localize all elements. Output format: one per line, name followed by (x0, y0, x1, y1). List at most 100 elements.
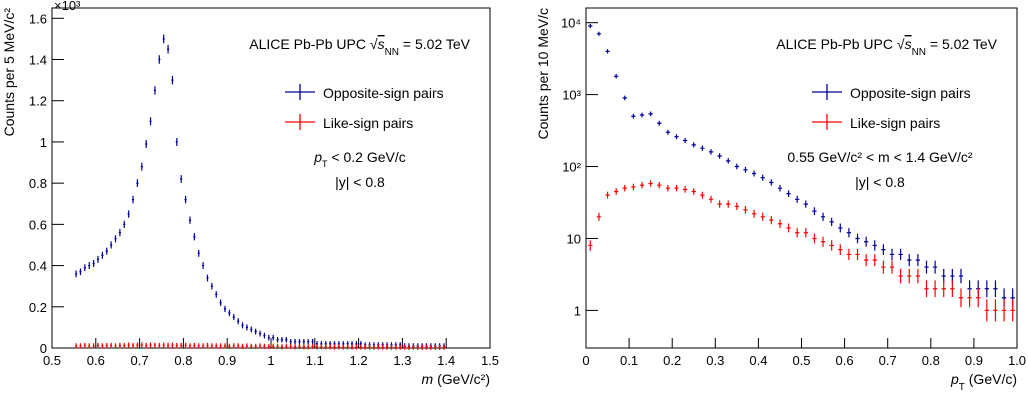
data-point (898, 248, 903, 261)
data-point (202, 343, 205, 349)
data-point (153, 342, 157, 348)
annotation-part: = 5.02 TeV (926, 36, 998, 52)
data-point (829, 240, 834, 251)
data-point (298, 343, 301, 349)
data-point (605, 191, 610, 199)
data-point (786, 223, 791, 233)
data-point (872, 254, 877, 267)
data-point (285, 343, 288, 349)
data-point (145, 140, 148, 148)
y-tick-label: 1 (40, 135, 47, 150)
data-point (769, 179, 774, 186)
data-point (803, 228, 808, 238)
data-point (700, 191, 705, 199)
data-point (101, 251, 104, 259)
data-point (267, 343, 270, 349)
data-point (812, 233, 817, 244)
data-point (734, 202, 740, 211)
data-point (88, 343, 91, 349)
data-point (193, 233, 196, 241)
data-point (359, 344, 362, 350)
y-tick-label: 10 (567, 231, 581, 246)
data-point (258, 343, 262, 349)
x-tick-label: 0.7 (131, 353, 149, 368)
data-point (149, 117, 152, 126)
data-point (149, 342, 152, 348)
data-point (188, 216, 192, 224)
data-point (162, 342, 165, 348)
data-point (605, 49, 610, 54)
data-point (622, 184, 627, 192)
data-point (390, 344, 393, 350)
data-point (241, 322, 244, 329)
data-point (829, 217, 834, 227)
data-point (614, 74, 619, 79)
data-point (855, 248, 860, 261)
cut-label: pT < 0.2 GeV/c (313, 149, 406, 169)
data-point (958, 288, 964, 308)
annotation-part: NN (385, 47, 399, 58)
data-point (364, 344, 367, 350)
data-point (889, 248, 895, 261)
data-point (219, 299, 222, 306)
data-point (932, 280, 938, 298)
data-point (241, 343, 244, 349)
data-point (250, 326, 253, 333)
data-point (881, 244, 886, 256)
annotation-part: ALICE Pb-Pb UPC (776, 36, 897, 52)
data-point (795, 228, 800, 238)
data-point (777, 184, 783, 192)
data-point (734, 163, 740, 170)
data-point (751, 170, 757, 177)
x-label-part: m (422, 371, 434, 387)
data-point (717, 200, 722, 208)
data-point (760, 212, 765, 221)
data-point (898, 268, 903, 284)
y-tick-label: 10⁴ (561, 16, 581, 31)
data-point (648, 111, 653, 117)
plot-frame (51, 7, 491, 349)
data-point (232, 343, 235, 349)
y-tick-label: 1.6 (29, 11, 47, 26)
data-point (838, 223, 843, 233)
data-point (372, 344, 376, 350)
data-point (232, 314, 235, 321)
data-point (105, 342, 108, 349)
data-point (302, 339, 305, 345)
data-point (114, 235, 117, 243)
data-point (83, 342, 86, 349)
data-point (820, 236, 826, 247)
data-point (932, 260, 938, 274)
data-point (184, 195, 187, 204)
data-point (639, 181, 645, 189)
data-point (140, 162, 143, 171)
data-point (915, 254, 921, 267)
data-point (777, 219, 783, 229)
data-point (92, 343, 95, 349)
data-point (786, 190, 791, 198)
data-point (166, 342, 170, 349)
x-label-part: T (959, 382, 965, 393)
x-tick-label: 0.6 (87, 353, 105, 368)
y-tick-label: 10³ (562, 88, 581, 103)
data-point (105, 247, 108, 255)
data-point (123, 342, 126, 349)
data-point (158, 342, 161, 349)
data-point (1010, 299, 1015, 322)
x-tick-label: 0.1 (620, 353, 638, 368)
data-point (385, 344, 389, 350)
data-point (350, 344, 354, 350)
data-point (79, 268, 82, 276)
legend-label: Opposite-sign pairs (850, 85, 971, 101)
data-point (907, 254, 912, 267)
x-tick-label: 1.0 (1008, 353, 1026, 368)
x-tick-label: 1 (267, 353, 274, 368)
annotation: ALICE Pb-Pb UPC √sNN = 5.02 TeV (776, 36, 997, 58)
legend-label: Opposite-sign pairs (323, 85, 444, 101)
data-point (293, 339, 297, 345)
data-point (162, 34, 165, 44)
data-point (412, 344, 415, 350)
legend-label: Like-sign pairs (323, 115, 413, 131)
cut-part: |y| < 0.8 (855, 174, 905, 190)
annotation-part: ALICE Pb-Pb UPC (249, 36, 370, 52)
